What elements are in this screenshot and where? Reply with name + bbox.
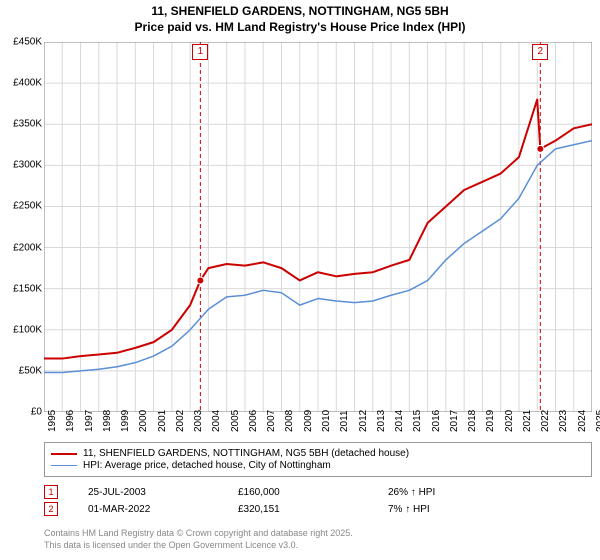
title-line-2: Price paid vs. HM Land Registry's House …	[0, 20, 600, 36]
x-tick-label: 2014	[394, 410, 405, 432]
sale-hpi: 7% ↑ HPI	[388, 504, 538, 515]
chart-plot-area	[44, 42, 592, 412]
sale-row: 1 25-JUL-2003£160,00026% ↑ HPI	[44, 485, 592, 499]
footer-line-2: This data is licensed under the Open Gov…	[44, 540, 353, 552]
sale-marker: 2	[44, 502, 58, 516]
x-tick-label: 2022	[540, 410, 551, 432]
x-tick-label: 2011	[339, 410, 350, 432]
x-tick-label: 2001	[157, 410, 168, 432]
sale-date: 25-JUL-2003	[88, 487, 238, 498]
chart-container: 11, SHENFIELD GARDENS, NOTTINGHAM, NG5 5…	[0, 0, 600, 560]
x-tick-label: 1999	[120, 410, 131, 432]
y-tick-label: £50K	[2, 365, 42, 376]
x-tick-label: 2004	[211, 410, 222, 432]
sale-marker: 1	[44, 485, 58, 499]
sale-hpi: 26% ↑ HPI	[388, 487, 538, 498]
y-tick-label: £0	[2, 407, 42, 418]
x-tick-label: 2025	[595, 410, 600, 432]
chart-marker-2: 2	[532, 44, 548, 60]
legend-label: 11, SHENFIELD GARDENS, NOTTINGHAM, NG5 5…	[83, 448, 409, 459]
x-tick-label: 1995	[47, 410, 58, 432]
y-tick-label: £400K	[2, 78, 42, 89]
x-tick-label: 2012	[358, 410, 369, 432]
footer-attribution: Contains HM Land Registry data © Crown c…	[44, 528, 353, 551]
x-tick-label: 2016	[431, 410, 442, 432]
x-tick-label: 2003	[193, 410, 204, 432]
sale-price: £160,000	[238, 487, 388, 498]
legend-label: HPI: Average price, detached house, City…	[83, 460, 331, 471]
x-tick-label: 2000	[138, 410, 149, 432]
x-tick-label: 1996	[65, 410, 76, 432]
y-tick-label: £300K	[2, 160, 42, 171]
x-tick-label: 2017	[449, 410, 460, 432]
y-tick-label: £200K	[2, 242, 42, 253]
legend-item: 11, SHENFIELD GARDENS, NOTTINGHAM, NG5 5…	[51, 448, 585, 459]
y-tick-label: £250K	[2, 201, 42, 212]
x-tick-label: 2010	[321, 410, 332, 432]
x-tick-label: 2005	[230, 410, 241, 432]
x-tick-label: 2007	[266, 410, 277, 432]
title-block: 11, SHENFIELD GARDENS, NOTTINGHAM, NG5 5…	[0, 0, 600, 35]
x-tick-label: 1998	[102, 410, 113, 432]
x-tick-label: 2020	[504, 410, 515, 432]
y-tick-label: £450K	[2, 37, 42, 48]
x-tick-label: 2006	[248, 410, 259, 432]
y-tick-label: £150K	[2, 283, 42, 294]
y-tick-label: £350K	[2, 119, 42, 130]
y-tick-label: £100K	[2, 324, 42, 335]
chart-marker-1: 1	[192, 44, 208, 60]
chart-svg	[44, 42, 592, 412]
legend-swatch	[51, 453, 77, 455]
x-tick-label: 2023	[558, 410, 569, 432]
legend-box: 11, SHENFIELD GARDENS, NOTTINGHAM, NG5 5…	[44, 442, 592, 477]
x-tick-label: 2015	[412, 410, 423, 432]
sale-row: 2 01-MAR-2022£320,1517% ↑ HPI	[44, 502, 592, 516]
sales-table: 1 25-JUL-2003£160,00026% ↑ HPI 2 01-MAR-202…	[44, 482, 592, 519]
sale-date: 01-MAR-2022	[88, 504, 238, 515]
x-tick-label: 2002	[175, 410, 186, 432]
legend-item: HPI: Average price, detached house, City…	[51, 460, 585, 471]
title-line-1: 11, SHENFIELD GARDENS, NOTTINGHAM, NG5 5…	[0, 4, 600, 20]
x-tick-label: 2008	[284, 410, 295, 432]
x-tick-label: 2018	[467, 410, 478, 432]
x-tick-label: 2021	[522, 410, 533, 432]
x-tick-label: 2024	[577, 410, 588, 432]
legend-swatch	[51, 465, 77, 467]
x-tick-label: 1997	[84, 410, 95, 432]
footer-line-1: Contains HM Land Registry data © Crown c…	[44, 528, 353, 540]
sale-price: £320,151	[238, 504, 388, 515]
x-tick-label: 2019	[485, 410, 496, 432]
x-tick-label: 2009	[303, 410, 314, 432]
x-tick-label: 2013	[376, 410, 387, 432]
